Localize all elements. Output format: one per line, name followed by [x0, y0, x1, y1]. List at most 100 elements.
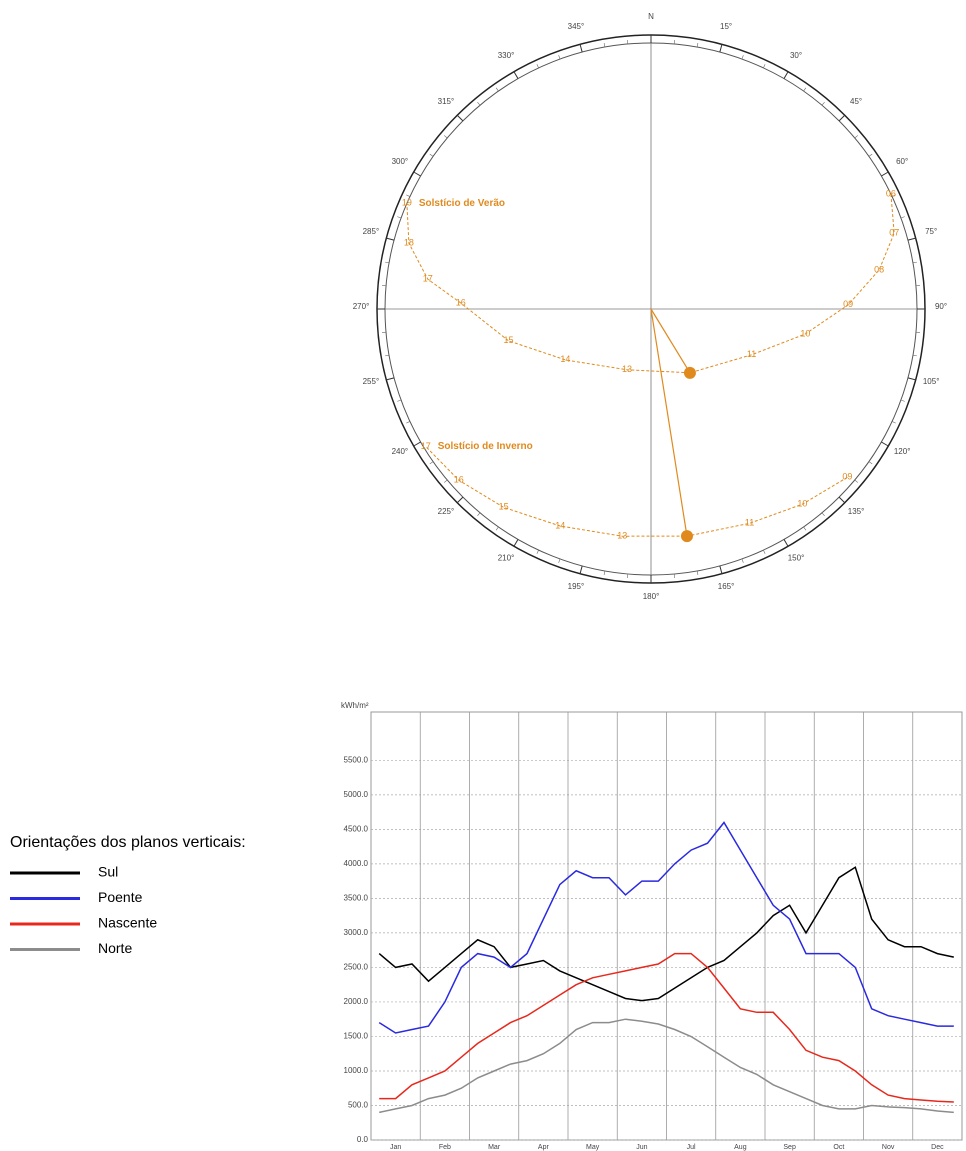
minor-tick	[603, 43, 606, 48]
hour-label: 10	[800, 328, 810, 338]
angle-label: 180°	[643, 592, 660, 601]
minor-tick	[495, 87, 499, 92]
angle-label: 150°	[788, 553, 805, 562]
angle-tick	[579, 44, 583, 53]
angle-label: 300°	[392, 157, 409, 166]
minor-tick	[429, 153, 434, 157]
angle-tick	[719, 565, 723, 574]
minor-tick	[429, 461, 434, 465]
angle-label: 165°	[718, 582, 735, 591]
y-tick-label: 4000.0	[344, 859, 369, 868]
minor-tick	[477, 512, 481, 517]
sun-ray	[650, 308, 691, 374]
legend-title: Orientações dos planos verticais:	[10, 834, 246, 851]
angle-tick	[513, 71, 519, 79]
hour-label: 18	[404, 238, 414, 248]
angle-tick	[881, 171, 889, 177]
sun-path	[425, 446, 848, 537]
minor-tick	[406, 421, 411, 424]
angle-tick	[456, 496, 464, 504]
minor-tick	[443, 479, 448, 483]
minor-tick	[495, 526, 499, 531]
minor-tick	[536, 549, 539, 554]
minor-tick	[397, 216, 402, 219]
minor-tick	[558, 55, 561, 60]
minor-tick	[477, 101, 481, 106]
y-tick-label: 3000.0	[344, 928, 369, 937]
minor-tick	[803, 87, 807, 92]
hour-label: 12	[685, 367, 695, 377]
angle-tick	[386, 237, 395, 241]
minor-tick	[696, 570, 699, 575]
minor-tick	[443, 135, 448, 139]
angle-label: 135°	[848, 507, 865, 516]
hour-label: 16	[456, 297, 466, 307]
minor-tick	[741, 55, 744, 60]
minor-tick	[763, 64, 766, 69]
hour-label: 13	[617, 531, 627, 541]
angle-label: N	[648, 12, 654, 21]
y-tick-label: 2500.0	[344, 963, 369, 972]
hour-label: 10	[797, 499, 807, 509]
minor-tick	[536, 64, 539, 69]
angle-label: 30°	[790, 51, 802, 60]
hour-label: 19	[402, 198, 412, 208]
sun-path	[406, 194, 895, 374]
x-tick-label: Nov	[882, 1144, 895, 1151]
hour-label: 08	[874, 264, 884, 274]
minor-tick	[868, 153, 873, 157]
angle-label: 120°	[894, 447, 911, 456]
x-tick-label: Jul	[687, 1144, 696, 1151]
hour-label: 11	[745, 518, 754, 528]
y-tick-label: 3500.0	[344, 893, 369, 902]
angle-tick	[456, 114, 464, 122]
angle-tick	[838, 496, 846, 504]
minor-tick	[821, 512, 825, 517]
angle-tick	[386, 377, 395, 381]
angle-label: 330°	[498, 51, 515, 60]
x-tick-label: Sep	[783, 1144, 796, 1151]
angle-label: 345°	[568, 22, 585, 31]
minor-tick	[763, 549, 766, 554]
hour-label: 15	[499, 502, 509, 512]
x-tick-label: Oct	[833, 1144, 844, 1151]
series-line	[379, 1018, 954, 1114]
series-line	[379, 952, 954, 1103]
hour-label: 16	[454, 475, 464, 485]
legend-label: Sul	[98, 864, 118, 880]
angle-label: 285°	[363, 227, 380, 236]
angle-label: 315°	[438, 97, 455, 106]
hour-label: 15	[504, 335, 514, 345]
angle-label: 255°	[363, 377, 380, 386]
legend-label: Nascente	[98, 915, 157, 931]
hour-label: 09	[842, 472, 852, 482]
legend-label: Poente	[98, 889, 143, 905]
x-tick-label: May	[586, 1144, 600, 1151]
hour-label: 14	[555, 520, 565, 530]
hour-label: 14	[560, 354, 570, 364]
series-label: Solstício de Inverno	[438, 441, 533, 452]
hour-label: 07	[889, 228, 899, 238]
angle-label: 60°	[896, 157, 908, 166]
angle-label: 240°	[392, 447, 409, 456]
y-axis-label: kWh/m²	[341, 701, 369, 710]
series-label: Solstício de Verão	[419, 198, 505, 209]
minor-tick	[891, 421, 896, 424]
angle-label: 195°	[568, 582, 585, 591]
angle-tick	[907, 237, 916, 241]
hour-label: 11	[747, 349, 756, 359]
angle-tick	[579, 565, 583, 574]
x-tick-label: Aug	[734, 1144, 747, 1151]
angle-label: 105°	[923, 377, 940, 386]
minor-tick	[912, 261, 917, 264]
angle-label: 270°	[353, 302, 370, 311]
y-tick-label: 4500.0	[344, 824, 369, 833]
hour-label: 12	[682, 530, 692, 540]
y-tick-label: 500.0	[348, 1101, 369, 1110]
angle-label: 90°	[935, 302, 947, 311]
angle-tick	[907, 377, 916, 381]
minor-tick	[912, 354, 917, 357]
minor-tick	[868, 461, 873, 465]
y-tick-label: 1000.0	[344, 1066, 369, 1075]
